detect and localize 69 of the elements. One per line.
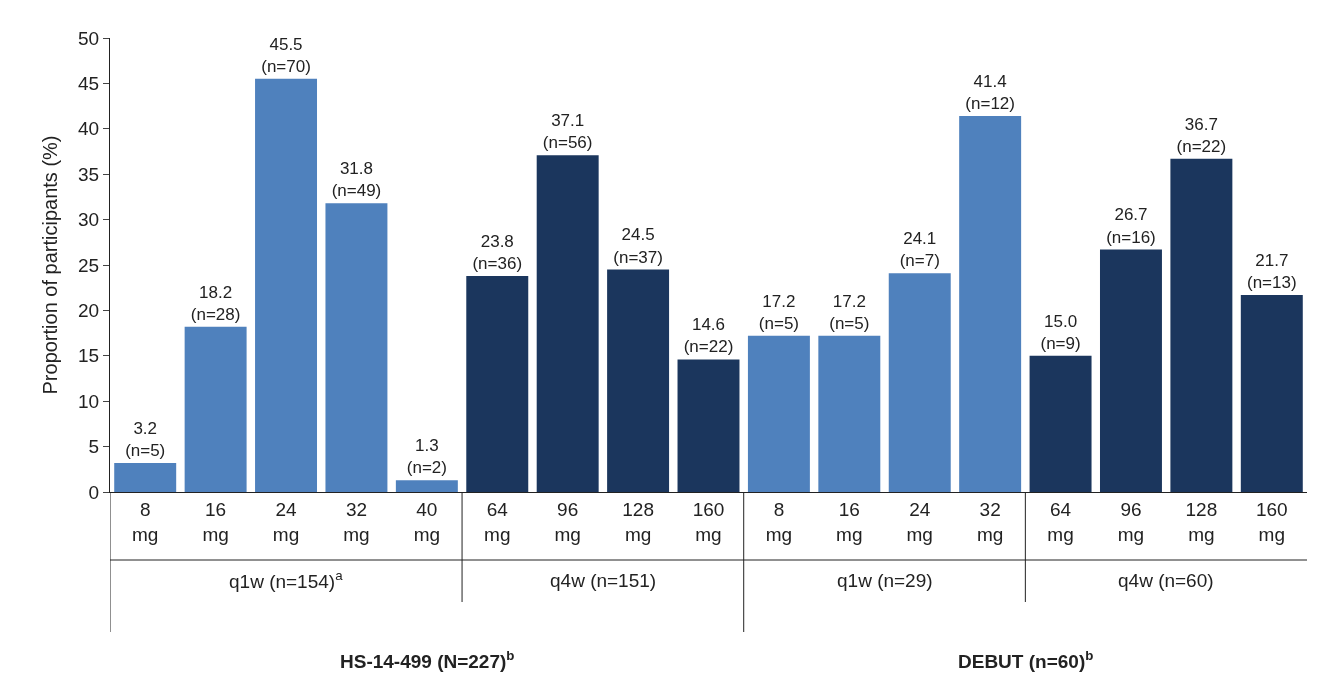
bar — [114, 462, 177, 492]
data-label: 1.3 (n=2) — [406, 436, 447, 478]
y-tick-label: 0 — [88, 481, 100, 503]
bar — [677, 359, 740, 492]
bar — [818, 335, 881, 492]
x-tick-label: 64 mg — [1047, 498, 1074, 545]
y-tick-label: 40 — [78, 118, 100, 140]
y-tick-label: 25 — [78, 254, 100, 276]
data-label: 41.4 (n=12) — [965, 71, 1015, 114]
x-tick-label: 8 mg — [765, 498, 793, 545]
data-label: 24.5 (n=37) — [613, 225, 663, 267]
data-label: 23.8 (n=36) — [472, 231, 523, 273]
data-label: 36.7 (n=22) — [1176, 114, 1227, 156]
text: q4w (n=151) — [550, 570, 657, 591]
bar — [888, 273, 951, 492]
data-label: 37.1 (n=56) — [542, 111, 593, 153]
x-tick-label: 160 mg — [1255, 498, 1288, 545]
x-tick-label: 128 mg — [1185, 498, 1218, 545]
x-tick-label: 16 mg — [836, 498, 863, 545]
x-tick-label: 40 mg — [413, 498, 441, 545]
text: q1w (n=154)$^{a}$ — [229, 568, 344, 592]
bar — [1170, 158, 1233, 492]
x-tick-label: 8 mg — [132, 498, 159, 545]
y-tick-label: 20 — [78, 300, 100, 322]
bar — [255, 78, 318, 492]
y-tick-label: 10 — [78, 390, 100, 412]
x-tick-label: 96 mg — [1117, 498, 1145, 545]
bar — [607, 269, 670, 492]
text: DEBUT (n=60)$^{b}$ — [958, 648, 1094, 672]
data-label: 31.8 (n=49) — [331, 159, 382, 201]
text: q4w (n=60) — [1118, 570, 1214, 591]
y-axis-title: Proportion of participants (%) — [38, 135, 61, 395]
x-tick-label: 160 mg — [692, 498, 725, 545]
data-label: 18.2 (n=28) — [190, 282, 241, 324]
text: q1w (n=29) — [837, 570, 933, 591]
data-label: 21.7 (n=13) — [1246, 250, 1297, 292]
x-tick-label: 32 mg — [976, 498, 1004, 545]
data-label: 26.7 (n=16) — [1106, 205, 1156, 247]
x-tick-label: 128 mg — [622, 498, 654, 545]
data-label: 3.2 (n=5) — [125, 418, 166, 460]
bar — [959, 116, 1022, 492]
bar — [747, 335, 810, 492]
y-tick-label: 50 — [78, 27, 100, 49]
bar — [184, 326, 247, 492]
data-label: 17.2 (n=5) — [829, 291, 870, 333]
data-label: 15.0 (n=9) — [1040, 311, 1081, 353]
y-tick-label: 45 — [78, 73, 100, 95]
bar — [325, 203, 388, 492]
data-label: 14.6 (n=22) — [683, 315, 734, 357]
x-tick-label: 32 mg — [343, 498, 370, 545]
y-tick-label: 5 — [88, 436, 100, 458]
y-tick-label: 15 — [78, 345, 100, 367]
x-tick-label: 96 mg — [554, 498, 581, 545]
y-tick-label: 35 — [78, 163, 100, 185]
bar — [466, 275, 529, 492]
bar — [1029, 355, 1092, 492]
data-label: 45.5 (n=70) — [261, 34, 311, 76]
bar — [395, 480, 458, 492]
text: HS-14-499 (N=227)$^{b}$ — [340, 648, 515, 672]
bar — [1240, 294, 1303, 492]
data-label: 17.2 (n=5) — [758, 291, 799, 333]
bar — [536, 155, 599, 492]
x-tick-label: 16 mg — [202, 498, 229, 545]
data-label: 24.1 (n=7) — [899, 229, 940, 271]
y-tick-label: 30 — [78, 209, 100, 231]
x-tick-label: 24 mg — [906, 498, 933, 545]
x-tick-label: 24 mg — [272, 498, 300, 545]
bar — [1099, 249, 1162, 492]
x-tick-label: 64 mg — [484, 498, 511, 545]
